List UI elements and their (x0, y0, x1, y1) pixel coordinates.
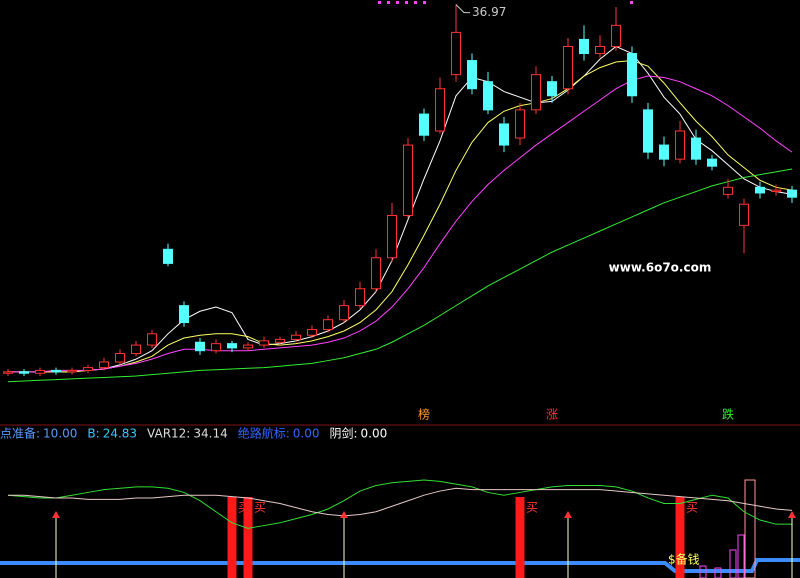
candle-body (51, 369, 61, 373)
indicator-name: 阴剑: (329, 426, 357, 441)
candle-body (579, 38, 589, 55)
buy-bar (675, 497, 685, 578)
moving-average (8, 60, 793, 373)
buy-label: 买 (254, 501, 266, 515)
peak-leader (455, 4, 470, 14)
note-label: $备钱 (668, 552, 700, 567)
candle-body (307, 329, 317, 336)
candle-body (595, 45, 605, 55)
candle-body (163, 248, 173, 264)
candle-body (435, 88, 445, 132)
candle-body (707, 158, 717, 167)
candle-body (67, 369, 77, 373)
indicator-value: 24.83 (103, 427, 137, 441)
arrow-head (564, 511, 572, 518)
candle-body (531, 74, 541, 111)
candle-body (147, 333, 157, 346)
watermark: www.6o7o.com (609, 261, 712, 275)
blue-band (0, 558, 800, 573)
tall-bar (744, 479, 756, 578)
candle-body (483, 81, 493, 111)
buy-label: 买 (686, 501, 698, 515)
indicator-name: 绝路航标: (238, 426, 290, 441)
candle-body (99, 361, 109, 369)
candle-body (515, 109, 525, 139)
candle-body (323, 319, 333, 331)
candle-body (643, 109, 653, 153)
candle-body (499, 123, 509, 146)
pink-bars (699, 534, 745, 578)
buy-bar (227, 497, 237, 578)
buy-bar (515, 497, 525, 578)
indicator-value: 34.14 (193, 427, 227, 441)
indicator-name: B: (87, 427, 99, 441)
candle-body (3, 371, 13, 374)
indicator-value: 0.00 (361, 427, 388, 441)
buy-label: 买 (526, 501, 538, 515)
candle-body (179, 305, 189, 324)
candle-body (787, 189, 797, 198)
moving-average (7, 168, 793, 383)
candle-body (659, 144, 669, 160)
candle-body (675, 130, 685, 160)
arrow-head (788, 511, 796, 518)
candle-body (387, 214, 397, 259)
indicator-line (7, 479, 792, 529)
candle-body (355, 288, 365, 307)
candle-body (83, 367, 93, 371)
candle-body (627, 53, 637, 97)
candle-body (131, 344, 141, 355)
arrow-head (340, 511, 348, 518)
signal-marker: 涨 (546, 407, 558, 422)
candle-body (243, 344, 253, 349)
buy-bar (243, 497, 253, 578)
top-dots (378, 1, 633, 4)
indicator-value: 0.00 (293, 427, 320, 441)
moving-average (8, 45, 793, 373)
candle-body (563, 45, 573, 90)
signal-marker: 跌 (722, 407, 734, 422)
candle-body (211, 343, 221, 352)
candle-body (547, 81, 557, 97)
indicator-line (8, 487, 793, 517)
candle-body (115, 353, 125, 363)
candle-body (19, 371, 29, 374)
signal-marker: 榜 (418, 407, 430, 422)
candle-body (467, 60, 477, 90)
candle-body (371, 257, 381, 290)
candle-body (611, 24, 621, 47)
arrow-head (52, 511, 60, 518)
candle-body (35, 369, 45, 374)
indicator-name: 点准备: (0, 427, 40, 441)
candle-body (691, 137, 701, 160)
candle-body (419, 113, 429, 136)
indicator-value: 10.00 (43, 427, 77, 441)
candle-body (723, 186, 733, 195)
peak-label: 36.97 (472, 5, 506, 19)
candle-body (227, 343, 237, 349)
indicator-name: VAR12: (147, 427, 190, 441)
candle-body (739, 203, 749, 226)
candle-body (259, 340, 269, 346)
candle-body (275, 338, 285, 343)
candle-body (755, 186, 765, 194)
candle-body (771, 189, 781, 193)
moving-average (8, 75, 793, 373)
candle-body (403, 144, 413, 216)
candle-body (195, 341, 205, 352)
candle-body (451, 31, 461, 76)
candle-body (339, 305, 349, 321)
candle-body (291, 334, 301, 340)
